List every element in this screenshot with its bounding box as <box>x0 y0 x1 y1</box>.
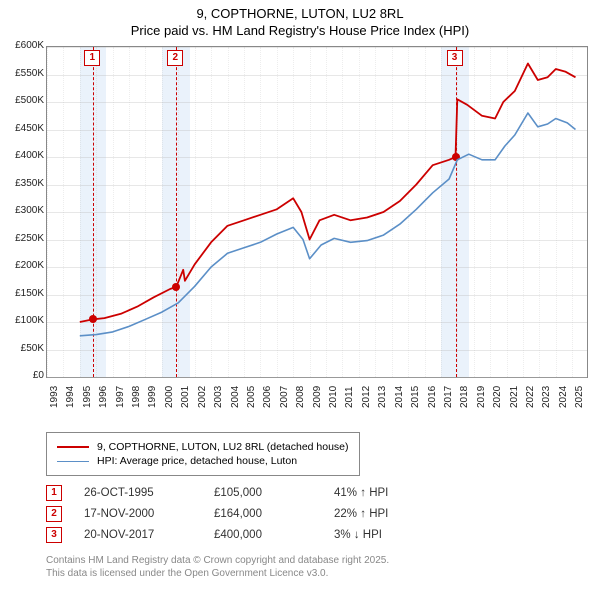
x-tick-label: 1998 <box>131 386 142 408</box>
legend-row: 9, COPTHORNE, LUTON, LU2 8RL (detached h… <box>57 441 349 453</box>
events-table: 1 26-OCT-1995 £105,000 41% ↑ HPI 2 17-NO… <box>46 480 586 548</box>
x-tick-label: 2019 <box>476 386 487 408</box>
x-tick-label: 2025 <box>574 386 585 408</box>
y-tick-label: £450K <box>2 123 44 134</box>
x-tick-label: 2002 <box>197 386 208 408</box>
marker-box: 3 <box>447 50 463 66</box>
y-tick-label: £100K <box>2 315 44 326</box>
x-tick-label: 2011 <box>344 386 355 408</box>
x-tick-label: 1994 <box>65 386 76 408</box>
marker-box: 1 <box>84 50 100 66</box>
x-tick-label: 1997 <box>115 386 126 408</box>
y-tick-label: £250K <box>2 233 44 244</box>
x-tick-label: 2021 <box>509 386 520 408</box>
x-tick-label: 2024 <box>558 386 569 408</box>
event-marker: 3 <box>46 527 62 543</box>
x-tick-label: 1993 <box>49 386 60 408</box>
event-diff: 41% ↑ HPI <box>334 487 388 499</box>
y-tick-label: £500K <box>2 95 44 106</box>
chart-plot-area <box>46 46 588 378</box>
event-diff: 22% ↑ HPI <box>334 508 388 520</box>
footer-line-1: Contains HM Land Registry data © Crown c… <box>46 555 389 568</box>
x-tick-label: 1996 <box>98 386 109 408</box>
event-date: 20-NOV-2017 <box>84 529 214 541</box>
y-tick-label: £0 <box>2 370 44 381</box>
event-row: 1 26-OCT-1995 £105,000 41% ↑ HPI <box>46 485 586 501</box>
event-diff: 3% ↓ HPI <box>334 529 382 541</box>
y-tick-label: £200K <box>2 260 44 271</box>
event-date: 26-OCT-1995 <box>84 487 214 499</box>
event-date: 17-NOV-2000 <box>84 508 214 520</box>
x-tick-label: 2000 <box>164 386 175 408</box>
x-tick-label: 2006 <box>262 386 273 408</box>
footer: Contains HM Land Registry data © Crown c… <box>46 555 389 580</box>
x-tick-label: 2004 <box>230 386 241 408</box>
x-tick-label: 2005 <box>246 386 257 408</box>
x-tick-label: 2009 <box>312 386 323 408</box>
y-tick-label: £400K <box>2 150 44 161</box>
marker-box: 2 <box>167 50 183 66</box>
event-price: £164,000 <box>214 508 334 520</box>
legend-swatch <box>57 461 89 462</box>
y-tick-label: £300K <box>2 205 44 216</box>
title-line-1: 9, COPTHORNE, LUTON, LU2 8RL <box>0 6 600 23</box>
y-tick-label: £350K <box>2 178 44 189</box>
x-tick-label: 2008 <box>295 386 306 408</box>
y-tick-label: £150K <box>2 288 44 299</box>
legend-swatch <box>57 446 89 448</box>
x-tick-label: 2020 <box>492 386 503 408</box>
legend: 9, COPTHORNE, LUTON, LU2 8RL (detached h… <box>46 432 360 476</box>
chart-title: 9, COPTHORNE, LUTON, LU2 8RL Price paid … <box>0 0 600 40</box>
x-tick-label: 2015 <box>410 386 421 408</box>
x-tick-label: 2017 <box>443 386 454 408</box>
series-svg <box>47 47 587 377</box>
x-tick-label: 2013 <box>377 386 388 408</box>
series-line <box>80 64 576 323</box>
x-tick-label: 2023 <box>541 386 552 408</box>
x-tick-label: 2014 <box>394 386 405 408</box>
footer-line-2: This data is licensed under the Open Gov… <box>46 568 389 581</box>
x-tick-label: 1995 <box>82 386 93 408</box>
event-marker: 1 <box>46 485 62 501</box>
x-tick-label: 2010 <box>328 386 339 408</box>
event-price: £105,000 <box>214 487 334 499</box>
x-tick-label: 1999 <box>147 386 158 408</box>
event-price: £400,000 <box>214 529 334 541</box>
legend-row: HPI: Average price, detached house, Luto… <box>57 455 349 467</box>
x-tick-label: 2003 <box>213 386 224 408</box>
x-tick-label: 2007 <box>279 386 290 408</box>
event-row: 3 20-NOV-2017 £400,000 3% ↓ HPI <box>46 527 586 543</box>
x-tick-label: 2022 <box>525 386 536 408</box>
event-row: 2 17-NOV-2000 £164,000 22% ↑ HPI <box>46 506 586 522</box>
legend-label: 9, COPTHORNE, LUTON, LU2 8RL (detached h… <box>97 441 349 453</box>
y-tick-label: £50K <box>2 343 44 354</box>
x-tick-label: 2016 <box>427 386 438 408</box>
event-marker: 2 <box>46 506 62 522</box>
x-tick-label: 2018 <box>459 386 470 408</box>
y-tick-label: £550K <box>2 68 44 79</box>
title-line-2: Price paid vs. HM Land Registry's House … <box>0 23 600 40</box>
legend-label: HPI: Average price, detached house, Luto… <box>97 455 297 467</box>
x-tick-label: 2012 <box>361 386 372 408</box>
y-gridline <box>47 377 587 378</box>
series-line <box>80 113 576 336</box>
y-tick-label: £600K <box>2 40 44 51</box>
x-tick-label: 2001 <box>180 386 191 408</box>
